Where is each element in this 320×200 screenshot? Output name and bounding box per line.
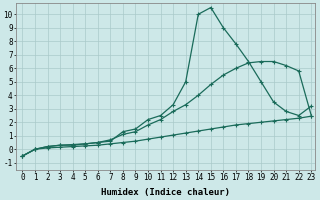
X-axis label: Humidex (Indice chaleur): Humidex (Indice chaleur) (101, 188, 230, 197)
